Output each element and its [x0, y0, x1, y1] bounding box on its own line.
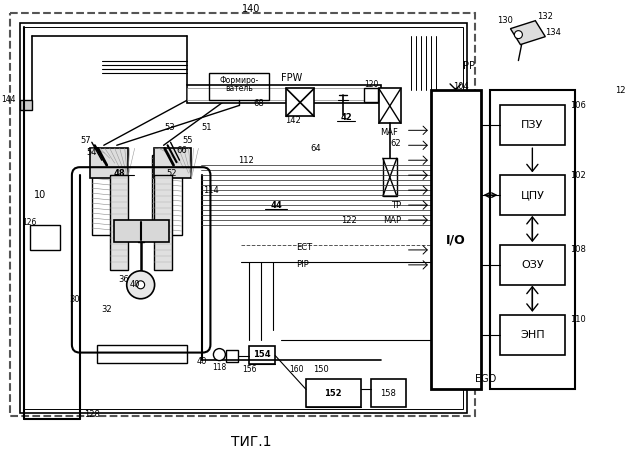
Text: Формиро-: Формиро-	[220, 76, 259, 85]
Text: 44: 44	[270, 201, 282, 210]
Bar	[30, 225, 60, 250]
Bar	[383, 158, 397, 196]
Text: 106: 106	[570, 101, 586, 110]
Text: 48: 48	[114, 169, 125, 178]
Bar	[431, 91, 481, 390]
Polygon shape	[511, 21, 545, 44]
Text: 32: 32	[102, 305, 112, 314]
Text: 104: 104	[452, 82, 468, 91]
Text: 42: 42	[340, 113, 352, 122]
Text: 55: 55	[182, 136, 193, 145]
Text: 130: 130	[497, 16, 513, 25]
Bar	[371, 380, 406, 407]
Text: 66: 66	[176, 146, 187, 155]
Circle shape	[213, 349, 225, 361]
Text: 68: 68	[253, 99, 264, 108]
Text: 108: 108	[570, 246, 586, 255]
Text: MAF: MAF	[380, 128, 398, 137]
Text: 154: 154	[253, 350, 271, 359]
Text: 40: 40	[196, 357, 207, 366]
Circle shape	[515, 31, 522, 39]
Text: 126: 126	[22, 217, 36, 226]
Text: 10: 10	[34, 190, 46, 200]
Text: 144: 144	[1, 95, 16, 104]
Bar	[500, 106, 565, 145]
Text: ватель: ватель	[225, 84, 253, 93]
Text: 36: 36	[118, 275, 129, 284]
Bar	[500, 245, 565, 285]
Text: ПЗУ: ПЗУ	[521, 120, 543, 130]
Bar	[20, 23, 467, 414]
Bar	[90, 148, 128, 178]
Text: 12: 12	[615, 86, 625, 95]
Text: ΤИГ.1: ΤИГ.1	[231, 435, 271, 449]
Text: MAP: MAP	[383, 216, 401, 225]
Text: 128: 128	[84, 410, 100, 419]
Text: 156: 156	[242, 365, 257, 374]
Circle shape	[137, 281, 145, 289]
Text: 150: 150	[313, 365, 329, 374]
Bar	[186, 88, 381, 101]
Bar	[92, 155, 122, 235]
Text: 110: 110	[570, 315, 586, 324]
Text: 158: 158	[380, 389, 396, 398]
Bar	[286, 88, 314, 116]
Text: 132: 132	[538, 12, 553, 21]
Text: I/O: I/O	[445, 233, 465, 246]
Bar	[500, 175, 565, 215]
Text: ECT: ECT	[296, 243, 312, 252]
Text: 118: 118	[212, 363, 227, 372]
Text: 64: 64	[311, 144, 321, 153]
Text: 114: 114	[204, 186, 220, 195]
Text: 134: 134	[545, 28, 561, 37]
Bar	[500, 315, 565, 355]
Text: 51: 51	[201, 123, 212, 132]
Text: 160: 160	[289, 365, 303, 374]
Text: 120: 120	[364, 80, 378, 89]
Bar	[306, 380, 361, 407]
Text: 40: 40	[130, 280, 140, 289]
Bar	[114, 220, 168, 242]
Bar	[250, 346, 275, 364]
Text: PP: PP	[463, 61, 475, 71]
Text: 152: 152	[324, 389, 342, 398]
Text: 54: 54	[86, 148, 97, 157]
Bar	[24, 27, 463, 410]
Text: ЦПУ: ЦПУ	[520, 190, 544, 200]
Text: ОЗУ: ОЗУ	[521, 260, 543, 270]
Bar	[209, 72, 269, 101]
Text: TP: TP	[391, 201, 401, 210]
Bar	[97, 345, 186, 362]
Bar	[227, 350, 238, 361]
Text: 62: 62	[390, 139, 401, 148]
Text: 142: 142	[285, 116, 301, 125]
Bar	[10, 13, 474, 416]
Bar	[154, 175, 172, 270]
Bar	[364, 88, 378, 102]
Text: ЭНП: ЭНП	[520, 330, 545, 340]
Bar	[110, 175, 128, 270]
Bar	[379, 88, 401, 123]
Text: 140: 140	[242, 4, 260, 14]
Text: 112: 112	[239, 156, 254, 165]
Text: EGO: EGO	[475, 375, 496, 385]
Text: 57: 57	[81, 136, 91, 145]
Text: 122: 122	[341, 216, 357, 225]
Text: PIP: PIP	[296, 260, 309, 270]
Text: 53: 53	[164, 123, 175, 132]
Text: 102: 102	[570, 171, 586, 180]
Circle shape	[127, 271, 155, 299]
Text: 30: 30	[69, 295, 80, 304]
Bar	[154, 148, 191, 178]
Bar	[20, 101, 32, 111]
Bar	[152, 155, 182, 235]
Bar	[490, 91, 575, 390]
Text: FPW: FPW	[280, 73, 302, 83]
Text: 52: 52	[166, 169, 177, 178]
Bar	[186, 86, 381, 103]
